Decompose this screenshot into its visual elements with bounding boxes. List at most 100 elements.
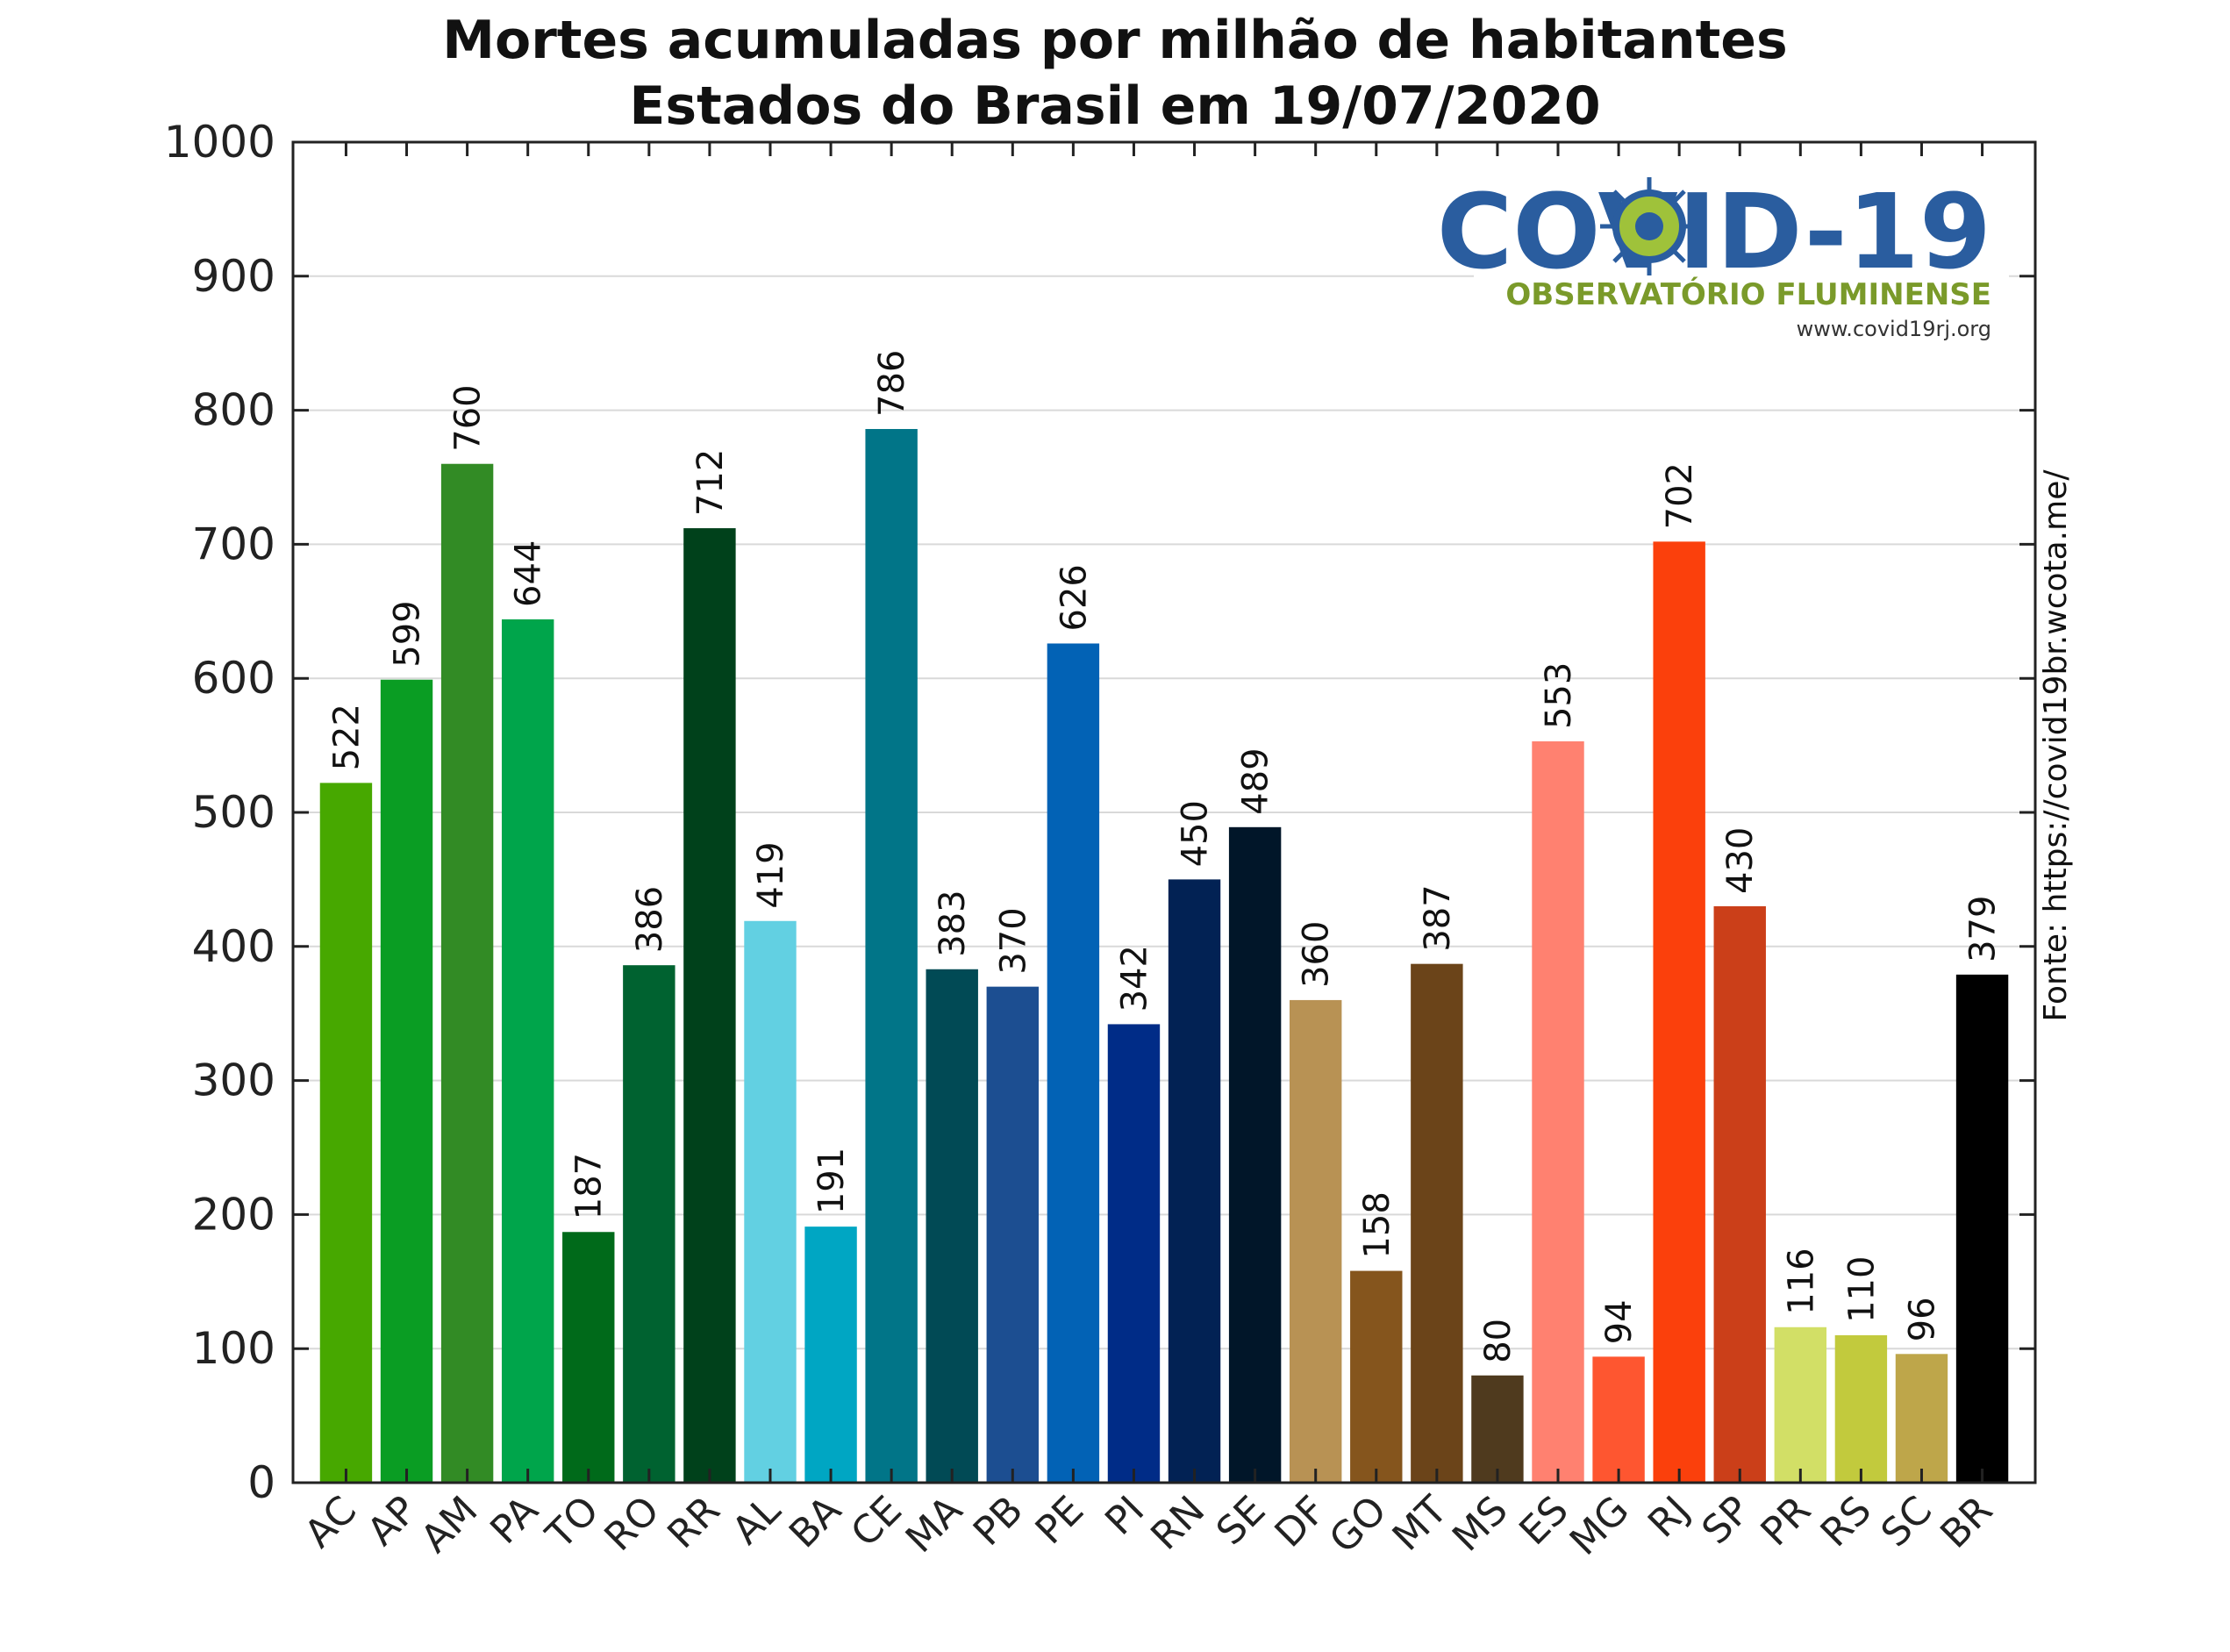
logo-subtitle: OBSERVATÓRIO FLUMINENSE	[1505, 276, 1991, 312]
bar-ro	[623, 965, 675, 1483]
value-label: 489	[1236, 747, 1276, 814]
bar-pb	[986, 986, 1040, 1483]
x-tick-label: BR	[1932, 1488, 2001, 1557]
value-label: 712	[690, 449, 731, 516]
bar-pe	[1047, 643, 1100, 1483]
bar-ce	[865, 428, 918, 1484]
value-label: 599	[388, 600, 428, 667]
x-tick-label: SE	[1208, 1488, 1274, 1554]
x-tick-label: PB	[965, 1488, 1032, 1555]
chart-title-line-2: Estados do Brasil em 19/07/2020	[629, 75, 1600, 137]
value-label: 522	[326, 704, 367, 770]
x-tick-label: PI	[1097, 1488, 1153, 1544]
x-tick-label: SC	[1873, 1488, 1941, 1556]
bar-es	[1532, 741, 1584, 1483]
bar-ap	[380, 679, 433, 1483]
covid-logo: COVID-19 OBSERVATÓRIO FLUMINENSE www.cov…	[1437, 171, 2009, 351]
y-tick-label: 100	[192, 1323, 275, 1374]
value-label: 191	[811, 1148, 852, 1214]
value-label: 360	[1297, 921, 1337, 988]
x-tick-label: AM	[412, 1488, 486, 1562]
x-tick-label: DF	[1267, 1488, 1335, 1556]
y-tick-label: 700	[192, 518, 275, 569]
bar-al	[744, 920, 797, 1483]
value-label: 553	[1539, 662, 1579, 729]
x-tick-label: PE	[1027, 1488, 1092, 1553]
y-tick-label: 0	[247, 1457, 275, 1508]
value-label: 419	[751, 841, 791, 908]
bar-rs	[1834, 1334, 1888, 1483]
x-tick-label: RO	[596, 1488, 668, 1560]
x-tick-label: RS	[1812, 1488, 1880, 1555]
x-tick-label: RJ	[1640, 1488, 1698, 1547]
y-tick-label: 300	[192, 1055, 275, 1106]
x-tick-label: RN	[1142, 1488, 1213, 1559]
x-tick-label: RR	[659, 1488, 728, 1557]
virus-icon	[1600, 177, 1698, 275]
y-tick-label: 500	[192, 787, 275, 838]
bar-pa	[501, 619, 554, 1483]
bar-pi	[1107, 1024, 1161, 1483]
x-tick-label: ES	[1511, 1488, 1576, 1554]
bar-ba	[804, 1226, 857, 1483]
bar-df	[1289, 999, 1342, 1483]
value-label: 379	[1963, 896, 2004, 962]
value-label: 80	[1478, 1319, 1519, 1363]
logo-title: COVID-19	[1437, 171, 1991, 292]
y-tick-label: 800	[192, 385, 275, 436]
value-label: 187	[569, 1153, 610, 1219]
logo-url: www.covid19rj.org	[1797, 317, 1991, 341]
value-label: 644	[509, 540, 549, 607]
y-tick-label: 600	[192, 653, 275, 704]
value-label: 626	[1054, 564, 1094, 631]
value-label: 110	[1841, 1256, 1882, 1323]
bar-sc	[1895, 1354, 1948, 1483]
bar-se	[1228, 826, 1282, 1483]
x-tick-label: MA	[897, 1488, 971, 1562]
value-label: 786	[872, 350, 912, 417]
bar-rr	[683, 528, 736, 1484]
bar-rn	[1168, 879, 1221, 1483]
y-tick-label: 900	[192, 251, 275, 302]
bar-mt	[1411, 963, 1463, 1483]
bar-am	[440, 463, 494, 1483]
x-tick-label: MG	[1562, 1488, 1638, 1564]
bar-sp	[1713, 905, 1766, 1483]
chart-title-line-1: Mortes acumuladas por milhão de habitant…	[442, 10, 1787, 71]
x-tick-label: AL	[724, 1487, 790, 1553]
bar-mg	[1592, 1356, 1645, 1483]
bar-to	[562, 1232, 615, 1483]
y-axis-ticks: 0 100 200 300 400 500 600 700 800 900 1000	[164, 117, 2035, 1508]
value-label: 760	[448, 384, 489, 451]
gridlines	[293, 275, 2035, 1350]
source-note: Fonte: https://covid19br.wcota.me/	[2038, 469, 2074, 1022]
x-tick-label: PA	[482, 1488, 547, 1553]
value-label: 94	[1599, 1299, 1640, 1344]
x-tick-label: AC	[297, 1488, 366, 1557]
value-label: 370	[993, 907, 1033, 974]
y-tick-label: 400	[192, 921, 275, 972]
value-label: 383	[933, 890, 973, 956]
value-label: 342	[1114, 945, 1154, 1012]
value-label: 96	[1902, 1297, 1942, 1341]
bar-rj	[1653, 541, 1705, 1483]
x-tick-label: CE	[842, 1488, 910, 1555]
value-label: 386	[630, 886, 670, 953]
y-tick-label: 200	[192, 1189, 275, 1240]
value-label: 430	[1720, 827, 1761, 894]
x-tick-label: BA	[781, 1488, 850, 1557]
bar-br	[1955, 974, 2009, 1483]
x-tick-label: GO	[1321, 1488, 1396, 1563]
x-tick-label: MS	[1444, 1488, 1517, 1561]
value-label: 116	[1781, 1248, 1821, 1314]
value-label: 702	[1660, 462, 1700, 529]
x-tick-label: AP	[359, 1488, 425, 1555]
x-tick-label: SP	[1693, 1488, 1759, 1554]
bar-ma	[926, 969, 978, 1483]
y-tick-label: 1000	[164, 117, 275, 168]
bar-pr	[1774, 1327, 1827, 1483]
value-label: 450	[1176, 800, 1216, 867]
x-tick-label: MT	[1384, 1488, 1456, 1560]
bar-ac	[319, 783, 373, 1483]
